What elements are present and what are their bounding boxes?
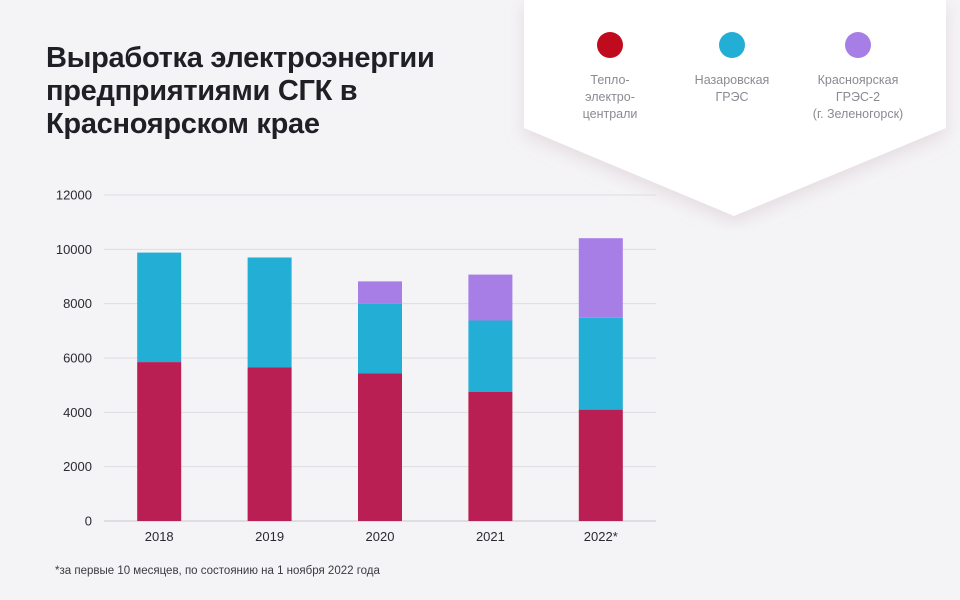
legend-item-krasnoyarsk-gres2: Красноярская ГРЭС-2 (г. Зеленогорск) <box>788 32 928 123</box>
chart-title: Выработка электроэнергии предприятиями С… <box>46 42 435 140</box>
legend-dot-icon <box>719 32 745 58</box>
bar-segment-2021-series-1 <box>468 320 513 392</box>
bar-segment-2021-series-0 <box>468 391 513 521</box>
x-tick-label: 2021 <box>476 529 505 544</box>
y-tick-label: 8000 <box>63 296 92 311</box>
bar-segment-2020-series-0 <box>358 373 402 521</box>
y-tick-label: 4000 <box>63 405 92 420</box>
footnote: *за первые 10 месяцев, по состоянию на 1… <box>55 565 380 577</box>
bar-segment-2022-series-0 <box>578 409 623 521</box>
y-tick-label: 10000 <box>56 242 92 257</box>
bar-segment-2019-series-1 <box>247 257 292 368</box>
bar-segment-2020-series-2 <box>358 281 402 304</box>
bar-segment-2022-series-1 <box>578 317 623 410</box>
y-tick-label: 6000 <box>63 351 92 366</box>
legend-label: Тепло- электро- централи <box>582 73 638 121</box>
bar-segment-2019-series-0 <box>247 367 292 521</box>
bar-segment-2022-series-2 <box>578 238 623 318</box>
x-tick-label: 2018 <box>145 529 174 544</box>
y-tick-label: 2000 <box>63 459 92 474</box>
bar-segment-2018-series-1 <box>137 252 182 363</box>
x-tick-label: 2022* <box>584 529 618 544</box>
bar-segment-2021-series-2 <box>468 274 513 321</box>
y-tick-label: 0 <box>85 514 92 529</box>
legend-label: Назаровская ГРЭС <box>694 73 770 104</box>
legend-dot-icon <box>845 32 871 58</box>
legend-item-tec: Тепло- электро- централи <box>540 32 680 123</box>
bar-segment-2018-series-0 <box>137 362 182 521</box>
legend-dot-icon <box>597 32 623 58</box>
y-tick-label: 12000 <box>56 188 92 203</box>
x-tick-label: 2020 <box>366 529 395 544</box>
bar-segment-2020-series-1 <box>358 303 402 374</box>
x-tick-label: 2019 <box>255 529 284 544</box>
legend-item-nazarovo: Назаровская ГРЭС <box>662 32 802 106</box>
legend-label: Красноярская ГРЭС-2 (г. Зеленогорск) <box>812 73 904 121</box>
